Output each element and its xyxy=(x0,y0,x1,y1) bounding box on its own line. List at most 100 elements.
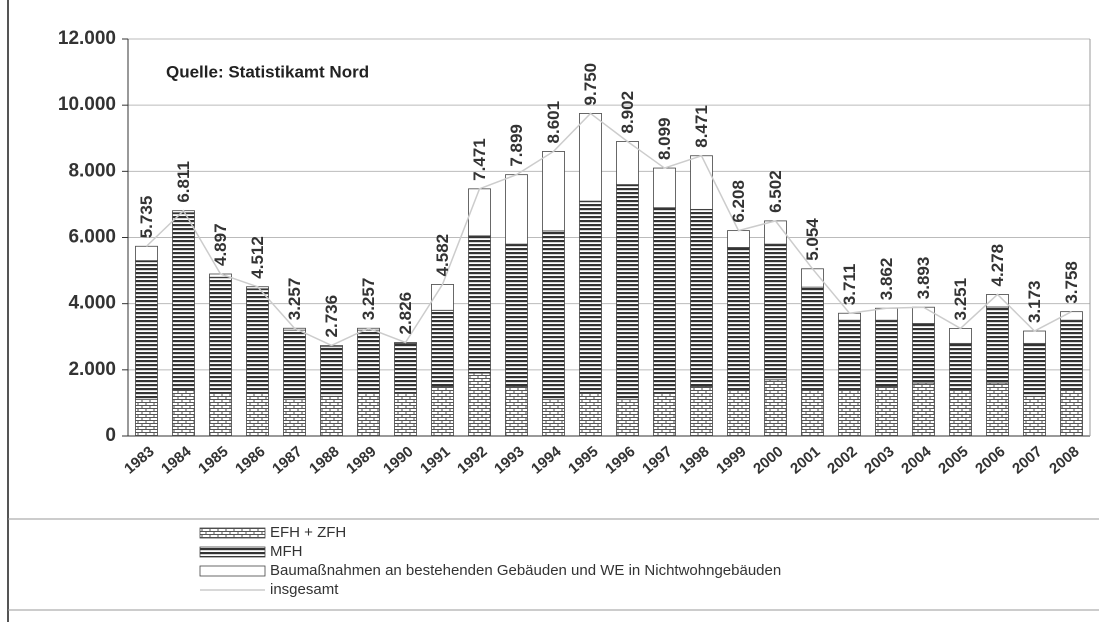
value-label: 3.257 xyxy=(359,278,378,321)
y-tick-label: 4.000 xyxy=(68,293,116,314)
bar-segment xyxy=(320,395,343,437)
x-tick-label: 2002 xyxy=(824,443,860,477)
annotation: Quelle: Statistikamt Nord xyxy=(166,62,369,81)
value-label: 8.902 xyxy=(618,91,637,134)
legend-swatch xyxy=(199,527,266,539)
x-tick-label: 1985 xyxy=(195,443,231,477)
bar-segment xyxy=(764,379,787,437)
x-tick-label: 1984 xyxy=(158,443,195,478)
bar-segment xyxy=(690,155,713,210)
bar-segment xyxy=(172,212,195,391)
value-label: 6.208 xyxy=(729,180,748,223)
legend-label: Baumaßnahmen an bestehenden Gebäuden und… xyxy=(270,562,781,579)
legend-label: insgesamt xyxy=(270,581,339,598)
bar-segment xyxy=(431,385,454,437)
bar-segment xyxy=(727,247,750,391)
bar-segment xyxy=(764,220,787,245)
x-tick-label: 2007 xyxy=(1009,443,1045,477)
x-tick-label: 2003 xyxy=(861,443,897,477)
bar-segment xyxy=(616,141,639,185)
x-tick-label: 1990 xyxy=(380,443,416,477)
bar-segment xyxy=(172,389,195,437)
bar-segment xyxy=(1023,342,1046,397)
value-label: 6.502 xyxy=(766,170,785,213)
value-label: 2.736 xyxy=(322,295,341,338)
y-tick-label: 12.000 xyxy=(58,28,116,49)
bar-segment xyxy=(135,399,158,437)
value-label: 3.173 xyxy=(1025,280,1044,323)
bar-segment xyxy=(135,245,158,262)
y-tick-label: 2.000 xyxy=(68,359,116,380)
x-tick-label: 1997 xyxy=(639,443,675,477)
value-label: 3.711 xyxy=(840,264,859,306)
total-line xyxy=(145,112,1072,347)
bar-segment xyxy=(468,372,491,437)
value-label: 5.054 xyxy=(803,218,822,261)
bar-segment xyxy=(838,319,861,391)
bar-segment xyxy=(912,382,935,437)
x-tick-label: 1995 xyxy=(565,443,601,477)
bar-segment xyxy=(801,286,824,391)
x-tick-label: 1992 xyxy=(454,443,490,477)
bar-segment xyxy=(468,235,491,374)
bar-segment xyxy=(394,392,417,437)
value-label: 2.826 xyxy=(396,292,415,335)
value-label: 6.811 xyxy=(174,161,193,203)
y-tick-label: 6.000 xyxy=(68,227,116,248)
bar-segment xyxy=(468,188,491,237)
bar-segment xyxy=(357,392,380,437)
bar-segment xyxy=(653,167,676,209)
x-tick-label: 1999 xyxy=(713,443,749,477)
value-label: 8.099 xyxy=(655,118,674,161)
value-label: 3.862 xyxy=(877,258,896,301)
bar-segment xyxy=(357,329,380,394)
bar-segment xyxy=(505,243,528,387)
bar-segment xyxy=(246,392,269,437)
y-tick-label: 0 xyxy=(105,425,116,446)
x-tick-label: 1993 xyxy=(491,443,527,477)
x-tick-label: 2001 xyxy=(787,443,823,477)
bar-segment xyxy=(542,230,565,401)
bar-segment xyxy=(949,328,972,344)
x-tick-label: 1988 xyxy=(306,443,342,477)
value-label: 4.897 xyxy=(211,223,230,266)
value-label: 4.582 xyxy=(433,234,452,277)
value-label: 8.601 xyxy=(544,101,563,144)
bar-segment xyxy=(616,184,639,401)
bar-segment xyxy=(690,385,713,437)
bar-segment xyxy=(579,392,602,437)
y-tick-label: 8.000 xyxy=(68,160,116,181)
x-tick-label: 1983 xyxy=(121,443,157,477)
bar-segment xyxy=(912,306,935,324)
bar-segment xyxy=(690,208,713,387)
bar-segment xyxy=(542,151,565,232)
bar-segment xyxy=(875,385,898,437)
bar-segment xyxy=(838,312,861,321)
value-label: 3.257 xyxy=(285,278,304,321)
legend-swatch xyxy=(199,565,266,577)
x-tick-label: 2005 xyxy=(935,443,971,477)
bar-segment xyxy=(875,319,898,387)
y-tick-label: 10.000 xyxy=(58,94,116,115)
value-label: 7.471 xyxy=(470,138,489,181)
x-tick-label: 1996 xyxy=(602,443,638,477)
bar-segment xyxy=(986,382,1009,437)
value-label: 8.471 xyxy=(692,105,711,148)
bar-segment xyxy=(505,174,528,245)
bar-segment xyxy=(1023,330,1046,344)
bar-segment xyxy=(135,260,158,401)
value-label: 3.893 xyxy=(914,257,933,300)
bar-segment xyxy=(209,276,232,394)
bar-segment xyxy=(949,342,972,391)
bar-segment xyxy=(838,389,861,437)
x-tick-label: 1994 xyxy=(528,443,565,478)
value-label: 5.735 xyxy=(137,196,156,239)
x-tick-label: 1987 xyxy=(269,443,305,477)
bar-segment xyxy=(653,392,676,437)
x-tick-label: 1989 xyxy=(343,443,379,477)
bar-segment xyxy=(764,243,787,381)
bar-segment xyxy=(505,385,528,437)
x-tick-label: 1991 xyxy=(417,443,453,477)
bar-segment xyxy=(653,207,676,394)
